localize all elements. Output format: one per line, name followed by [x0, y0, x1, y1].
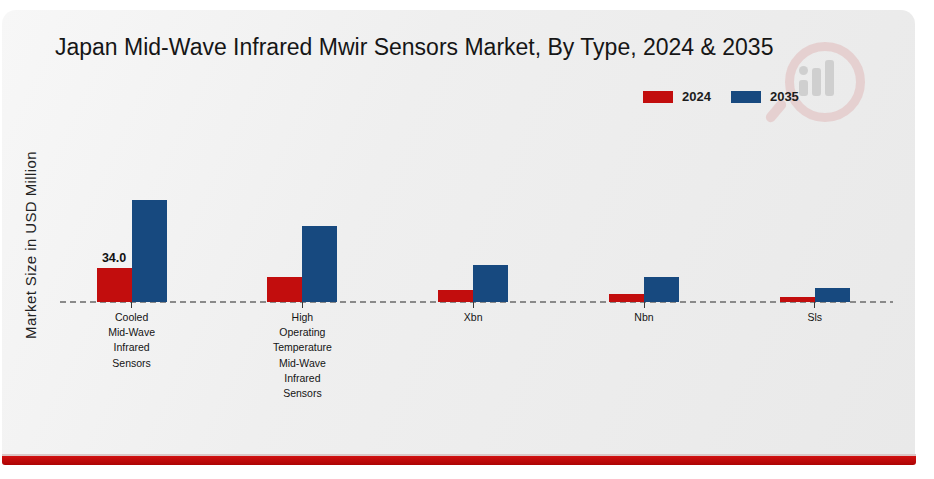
bar-2035-group-2 [473, 265, 508, 302]
x-category-label: Xbn [408, 310, 538, 325]
x-tick [302, 302, 303, 308]
x-category-label: Nbn [579, 310, 709, 325]
y-axis-label: Market Size in USD Million [20, 110, 40, 380]
bar-2024-group-4 [780, 297, 815, 302]
legend-item-2035: 2035 [731, 89, 799, 104]
bar-2035-group-3 [644, 277, 679, 302]
x-tick [814, 302, 815, 308]
bar-value-label: 34.0 [97, 251, 132, 265]
legend-swatch-2024 [643, 91, 673, 103]
legend: 2024 2035 [643, 89, 799, 104]
legend-label-2024: 2024 [682, 89, 711, 104]
x-tick [473, 302, 474, 308]
bar-2024-group-3 [609, 294, 644, 302]
chart-title: Japan Mid-Wave Infrared Mwir Sensors Mar… [55, 34, 895, 61]
bar-2024-group-1 [267, 277, 302, 302]
bar-2035-group-1 [302, 226, 337, 302]
x-category-label: High Operating Temperature Mid-Wave Infr… [237, 310, 367, 401]
bar-2024-group-2 [438, 290, 473, 302]
bar-2024-group-0 [97, 268, 132, 302]
legend-swatch-2035 [731, 91, 761, 103]
bar-2035-group-0 [132, 200, 167, 302]
bar-2035-group-4 [815, 288, 850, 302]
legend-item-2024: 2024 [643, 89, 711, 104]
x-tick [644, 302, 645, 308]
x-tick [131, 302, 132, 308]
plot-area: Cooled Mid-Wave Infrared Sensors High Ope… [0, 0, 934, 479]
legend-label-2035: 2035 [770, 89, 799, 104]
x-category-label: Sls [750, 310, 880, 325]
x-category-label: Cooled Mid-Wave Infrared Sensors [67, 310, 197, 371]
